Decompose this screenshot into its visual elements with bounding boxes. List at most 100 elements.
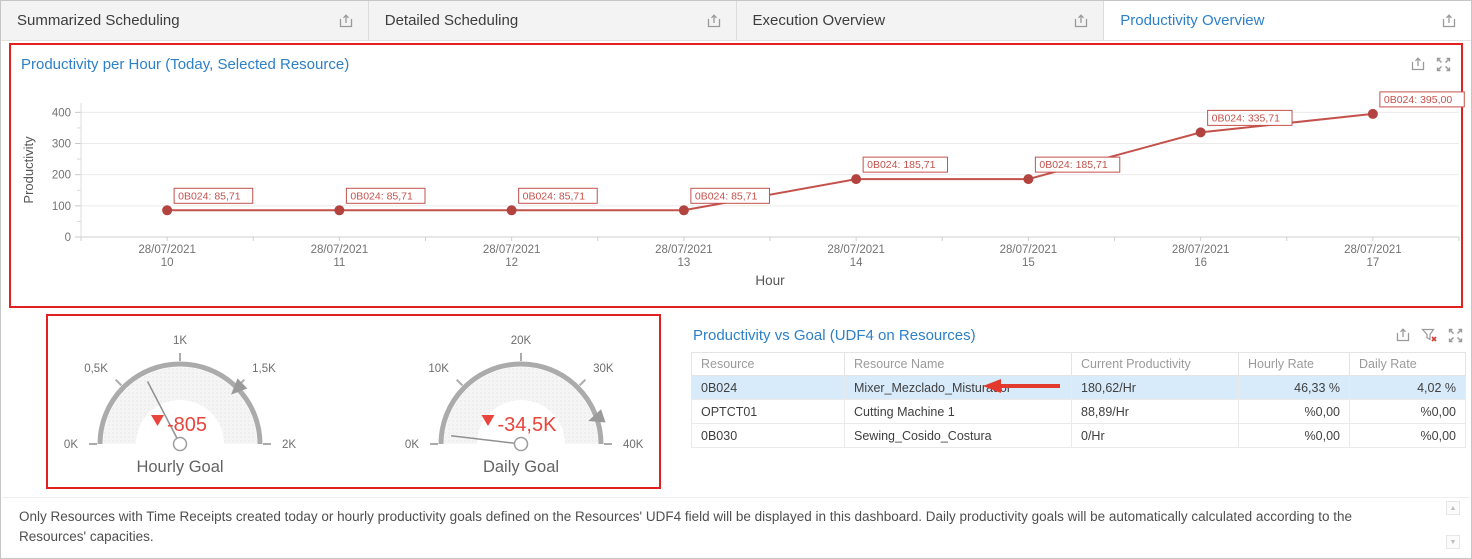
point-label-box xyxy=(345,187,426,204)
table-panel-header: Productivity vs Goal (UDF4 on Resources) xyxy=(693,322,1463,348)
column-header-hourly-rate[interactable]: Hourly Rate xyxy=(1238,352,1350,376)
y-tick-label: 200 xyxy=(52,170,71,182)
export-icon[interactable] xyxy=(1441,13,1457,29)
table-cell: Cutting Machine 1 xyxy=(844,399,1072,424)
maximize-icon[interactable] xyxy=(1436,57,1451,72)
export-icon[interactable] xyxy=(1073,13,1089,29)
x-tick-date: 28/07/2021 xyxy=(311,244,369,256)
data-point[interactable] xyxy=(334,205,345,216)
table-cell: Mixer_Mezclado_Misturador xyxy=(844,375,1072,400)
x-tick-date: 28/07/2021 xyxy=(138,244,196,256)
table-cell: %0,00 xyxy=(1349,399,1466,424)
table-cell: 4,02 % xyxy=(1349,375,1466,400)
tab-bar: Summarized Scheduling Detailed Schedulin… xyxy=(1,1,1471,41)
gauge-target-marker xyxy=(230,378,248,395)
point-label: 0B024: 85,71 xyxy=(695,190,758,202)
productivity-line-chart[interactable]: 010020030040028/07/20211028/07/20211128/… xyxy=(19,85,1469,301)
productivity-per-hour-panel: Productivity per Hour (Today, Selected R… xyxy=(9,43,1465,308)
x-tick-date: 28/07/2021 xyxy=(1344,244,1402,256)
table-cell: 46,33 % xyxy=(1238,375,1350,400)
tab-summarized-scheduling[interactable]: Summarized Scheduling xyxy=(1,1,369,40)
x-tick-hour: 12 xyxy=(505,257,518,269)
tab-label: Productivity Overview xyxy=(1120,12,1265,29)
gauge-tick-label: 2K xyxy=(282,439,296,451)
table-panel-title: Productivity vs Goal (UDF4 on Resources) xyxy=(693,326,976,344)
table-cell: %0,00 xyxy=(1238,423,1350,448)
y-tick-label: 0 xyxy=(65,232,71,244)
x-tick-date: 28/07/2021 xyxy=(827,244,885,256)
gauge-needle-cap xyxy=(513,436,529,452)
point-label: 0B024: 85,71 xyxy=(178,190,241,202)
data-point[interactable] xyxy=(506,205,517,216)
export-icon[interactable] xyxy=(1410,56,1426,72)
x-tick-date: 28/07/2021 xyxy=(483,244,541,256)
gauge-tick-label: 1K xyxy=(173,335,187,347)
x-tick-hour: 16 xyxy=(1194,257,1207,269)
table-cell: 0B024 xyxy=(691,375,845,400)
footer-scrollbar[interactable]: ▲ ▼ xyxy=(1446,501,1461,549)
tab-execution-overview[interactable]: Execution Overview xyxy=(736,1,1105,40)
column-header-current-productivity[interactable]: Current Productivity xyxy=(1071,352,1239,376)
tab-label: Detailed Scheduling xyxy=(384,12,519,29)
point-label: 0B024: 185,71 xyxy=(1039,159,1107,171)
table-row[interactable]: 0B024 Mixer_Mezclado_Misturador 180,62/Hr 4… xyxy=(691,375,1466,400)
gauge-tick-label: 10K xyxy=(428,363,449,375)
gauge-tick-label: 30K xyxy=(593,363,614,375)
data-point[interactable] xyxy=(1023,174,1034,185)
table-row[interactable]: 0B030 Sewing_Cosido_Costura 0/Hr %0,00 %0,00 xyxy=(691,423,1466,448)
tab-detailed-scheduling[interactable]: Detailed Scheduling xyxy=(368,1,737,40)
x-tick-hour: 14 xyxy=(850,257,863,269)
column-header-daily-rate[interactable]: Daily Rate xyxy=(1349,352,1466,376)
data-point[interactable] xyxy=(1367,108,1378,119)
delta-down-icon xyxy=(481,415,495,426)
x-tick-date: 28/07/2021 xyxy=(655,244,713,256)
chart-panel-title: Productivity per Hour (Today, Selected R… xyxy=(21,55,350,73)
data-point[interactable] xyxy=(851,174,862,185)
export-icon[interactable] xyxy=(338,13,354,29)
point-label-box xyxy=(1379,91,1465,108)
clear-filter-icon[interactable] xyxy=(1421,327,1438,343)
gauge-tick-label: 1,5K xyxy=(252,363,276,375)
tab-productivity-overview[interactable]: Productivity Overview xyxy=(1104,1,1471,40)
series-line xyxy=(167,112,1373,212)
export-icon[interactable] xyxy=(1395,327,1411,343)
gauge-target-marker xyxy=(588,409,606,423)
export-icon[interactable] xyxy=(706,13,722,29)
column-header-resource-name[interactable]: Resource Name xyxy=(844,352,1072,376)
goals-gauges-panel: 0K 0,5K 1K 1,5K 2K -805 Hourly Goal 0K 10K 20K 30K… xyxy=(46,314,661,489)
data-point[interactable] xyxy=(1195,127,1206,138)
delta-down-icon xyxy=(151,415,164,426)
gauge-title: Hourly Goal xyxy=(136,458,223,476)
x-axis-title: Hour xyxy=(755,273,785,288)
scroll-down-icon[interactable]: ▼ xyxy=(1446,535,1460,549)
column-header-resource[interactable]: Resource xyxy=(691,352,845,376)
point-label-box xyxy=(690,187,770,204)
gauge-arc xyxy=(97,361,263,445)
point-label-box xyxy=(173,187,254,204)
gauge-needle-cap xyxy=(172,436,188,452)
y-tick-label: 300 xyxy=(52,139,71,151)
maximize-icon[interactable] xyxy=(1448,328,1463,343)
point-label: 0B024: 335,71 xyxy=(1212,112,1280,124)
data-point[interactable] xyxy=(678,205,689,216)
table-row[interactable]: OPTCT01 Cutting Machine 1 88,89/Hr %0,00 %0,… xyxy=(691,399,1466,424)
tab-label: Summarized Scheduling xyxy=(17,12,180,29)
point-label: 0B024: 185,71 xyxy=(867,159,935,171)
table-cell: 180,62/Hr xyxy=(1071,375,1239,400)
scroll-up-icon[interactable]: ▲ xyxy=(1446,501,1460,515)
gauge-delta-value: -805 xyxy=(167,414,207,436)
point-label-box xyxy=(518,187,598,204)
gauge-tick-label: 20K xyxy=(511,335,532,347)
x-tick-hour: 13 xyxy=(677,257,690,269)
table-cell: Sewing_Cosido_Costura xyxy=(844,423,1072,448)
data-point[interactable] xyxy=(162,205,173,216)
x-tick-date: 28/07/2021 xyxy=(1000,244,1058,256)
goal-gauges: 0K 0,5K 1K 1,5K 2K -805 Hourly Goal 0K 10K 20K 30K… xyxy=(64,335,644,476)
x-tick-date: 28/07/2021 xyxy=(1172,244,1230,256)
table-cell: 88,89/Hr xyxy=(1071,399,1239,424)
point-label-box xyxy=(862,156,949,173)
table-cell: 0B030 xyxy=(691,423,845,448)
point-label-box xyxy=(1207,109,1293,126)
x-tick-hour: 10 xyxy=(161,257,174,269)
